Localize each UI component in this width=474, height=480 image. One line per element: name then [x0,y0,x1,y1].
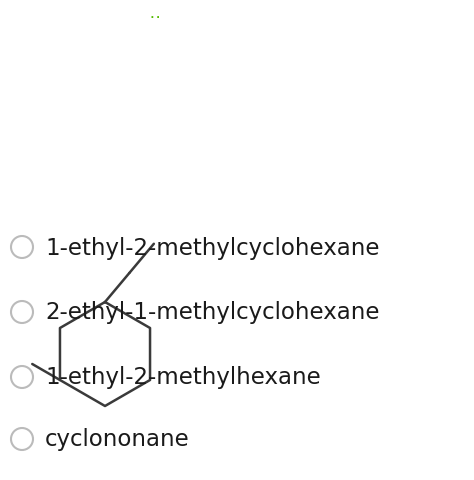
Text: 2-ethyl-1-methylcyclohexane: 2-ethyl-1-methylcyclohexane [45,301,380,324]
Text: cyclononane: cyclononane [45,428,190,451]
Text: ..: .. [148,10,162,20]
Text: 1-ethyl-2-methylcyclohexane: 1-ethyl-2-methylcyclohexane [45,236,380,259]
Text: 1-ethyl-2-methylhexane: 1-ethyl-2-methylhexane [45,366,321,389]
